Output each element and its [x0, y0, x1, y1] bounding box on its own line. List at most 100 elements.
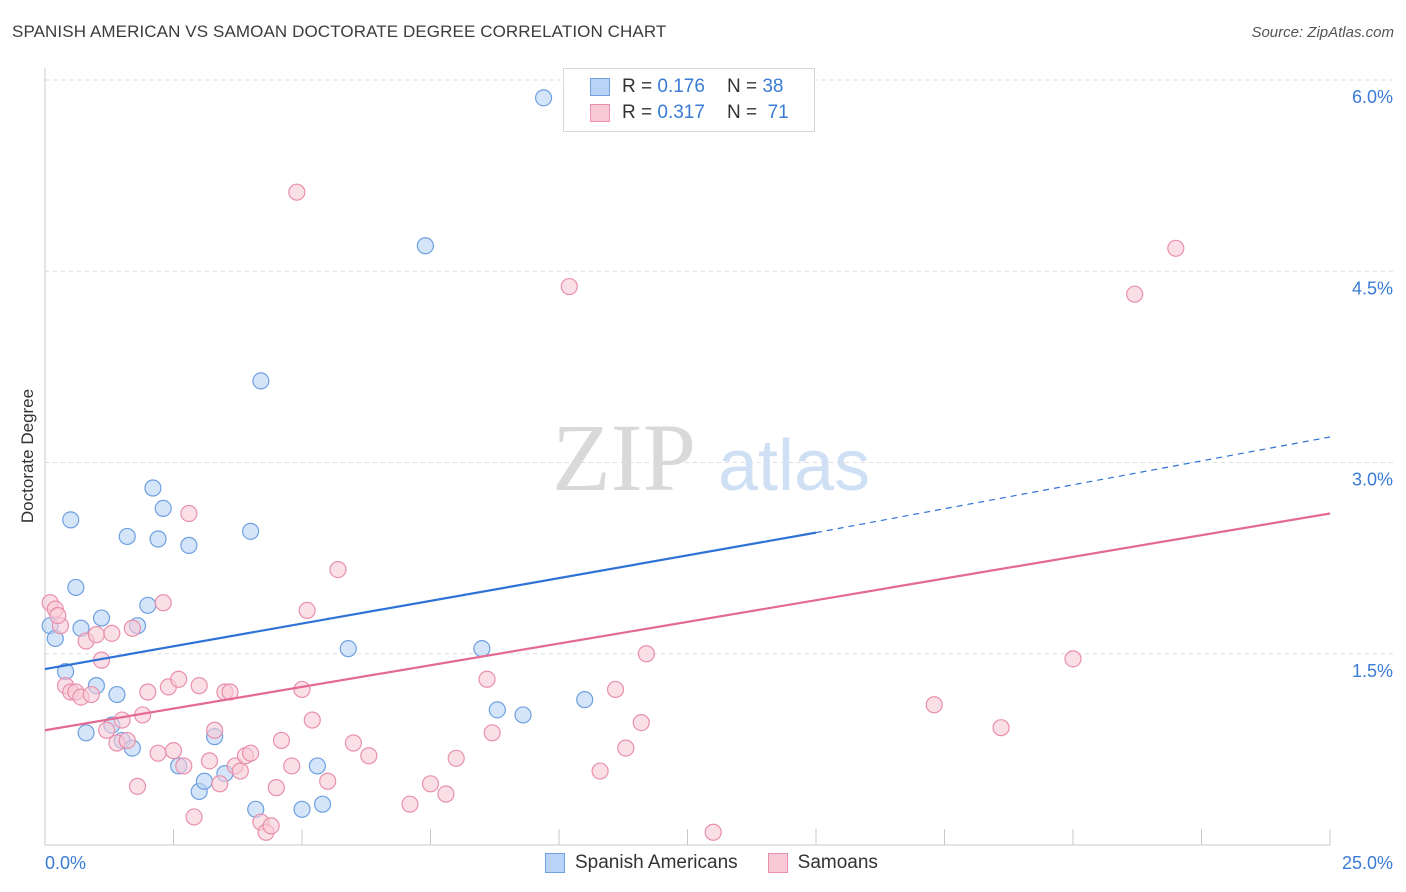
legend-item-samoans[interactable]: Samoans — [767, 852, 878, 874]
y-tick-label: 4.5% — [1352, 278, 1393, 298]
point-spanish-american — [180, 536, 198, 554]
chart-title: SPANISH AMERICAN VS SAMOAN DOCTORATE DEG… — [12, 22, 667, 41]
point-spanish-american — [118, 527, 136, 546]
point-samoan — [154, 594, 172, 612]
trendline-spanish-americans-extension — [815, 436, 1331, 534]
point-samoan — [421, 775, 440, 793]
point-samoan — [175, 757, 193, 775]
x-tick-label: 25.0% — [1342, 853, 1393, 873]
legend-item-spanish-americans[interactable]: Spanish Americans — [545, 852, 738, 874]
point-samoan — [344, 734, 362, 752]
point-samoan — [49, 606, 67, 625]
point-samoan — [360, 747, 378, 765]
series-spanish-americans — [41, 89, 594, 818]
point-samoan — [113, 711, 131, 729]
point-samoan — [1064, 650, 1082, 668]
legend-r-value: 0.176 — [657, 76, 705, 97]
legend-r-label: R = — [622, 102, 653, 123]
point-spanish-american — [534, 89, 553, 107]
point-spanish-american — [252, 372, 270, 390]
point-samoan — [283, 757, 301, 775]
point-spanish-american — [308, 757, 327, 775]
legend-r-label: R = — [622, 76, 653, 97]
chart-source: Source: ZipAtlas.com — [1251, 24, 1394, 41]
point-spanish-american — [473, 640, 491, 658]
watermark-atlas: atlas — [718, 426, 870, 506]
point-spanish-american — [313, 795, 332, 813]
point-spanish-american — [149, 530, 167, 548]
point-samoan — [200, 752, 219, 770]
watermark-zip: ZIP — [552, 404, 696, 511]
point-samoan — [329, 560, 347, 579]
point-spanish-american — [242, 522, 260, 540]
point-samoan — [1126, 285, 1144, 303]
legend-label-samoans: Samoans — [797, 852, 878, 873]
point-samoan — [303, 711, 321, 729]
legend-n-value: 71 — [767, 102, 789, 123]
point-samoan — [272, 731, 291, 750]
point-samoan — [87, 626, 106, 644]
tick-labels: 1.5% 3.0% 4.5% 6.0% 0.0% 25.0% — [45, 87, 1393, 873]
point-samoan — [211, 775, 229, 793]
point-samoan — [190, 677, 208, 695]
point-samoan — [298, 601, 316, 620]
trendline-samoans — [44, 512, 1331, 732]
point-spanish-american — [62, 511, 80, 529]
legend-swatch-pink — [767, 853, 788, 873]
point-samoan — [164, 742, 183, 760]
legend-n-value: 38 — [762, 76, 784, 97]
point-spanish-american — [92, 609, 111, 627]
gridlines — [45, 79, 1395, 655]
point-samoan — [925, 696, 943, 714]
point-samoan — [180, 504, 198, 523]
point-samoan — [267, 779, 285, 797]
point-spanish-american — [139, 596, 157, 614]
series-samoans — [41, 183, 1185, 841]
watermark: ZIP atlas — [552, 404, 870, 511]
y-axis-label: Doctorate Degree — [18, 389, 37, 523]
point-samoan — [478, 670, 496, 688]
point-samoan — [319, 772, 337, 790]
point-samoan — [262, 817, 280, 835]
point-samoan — [617, 739, 635, 757]
point-samoan — [123, 619, 141, 637]
point-spanish-american — [416, 237, 434, 255]
legend-swatch-pink — [590, 104, 610, 122]
point-samoan — [170, 670, 188, 688]
legend-n-label: N = — [726, 76, 758, 97]
point-samoan — [560, 277, 578, 296]
point-samoan — [606, 680, 625, 699]
point-samoan — [447, 749, 465, 767]
point-spanish-american — [514, 706, 532, 724]
series-legend: Spanish Americans Samoans — [545, 852, 908, 874]
point-samoan — [288, 183, 306, 201]
point-samoan — [591, 762, 609, 780]
point-samoan — [139, 683, 157, 701]
point-spanish-american — [144, 479, 162, 497]
point-samoan — [632, 713, 650, 732]
point-samoan — [637, 645, 655, 663]
legend-n-label: N = — [726, 102, 758, 123]
correlation-legend: R = 0.176 N = 38 R = 0.317 N = 71 — [563, 68, 815, 132]
point-spanish-american — [154, 499, 172, 517]
point-spanish-american — [488, 701, 506, 719]
point-spanish-american — [67, 578, 85, 597]
legend-label-spanish-americans: Spanish Americans — [575, 852, 738, 873]
point-samoan — [149, 744, 167, 762]
trendlines — [44, 436, 1331, 732]
point-spanish-american — [339, 640, 357, 658]
point-samoan — [128, 777, 147, 795]
legend-r-value: 0.317 — [657, 102, 705, 123]
y-tick-label: 6.0% — [1352, 87, 1393, 107]
point-samoan — [231, 762, 249, 780]
point-spanish-american — [293, 800, 311, 818]
legend-swatch-blue — [545, 853, 565, 873]
point-samoan — [401, 795, 419, 813]
point-samoan — [992, 719, 1010, 737]
point-samoan — [483, 724, 501, 742]
point-samoan — [206, 721, 224, 739]
point-samoan — [437, 785, 455, 803]
x-tick-label: 0.0% — [45, 853, 86, 873]
point-samoan — [98, 721, 116, 739]
